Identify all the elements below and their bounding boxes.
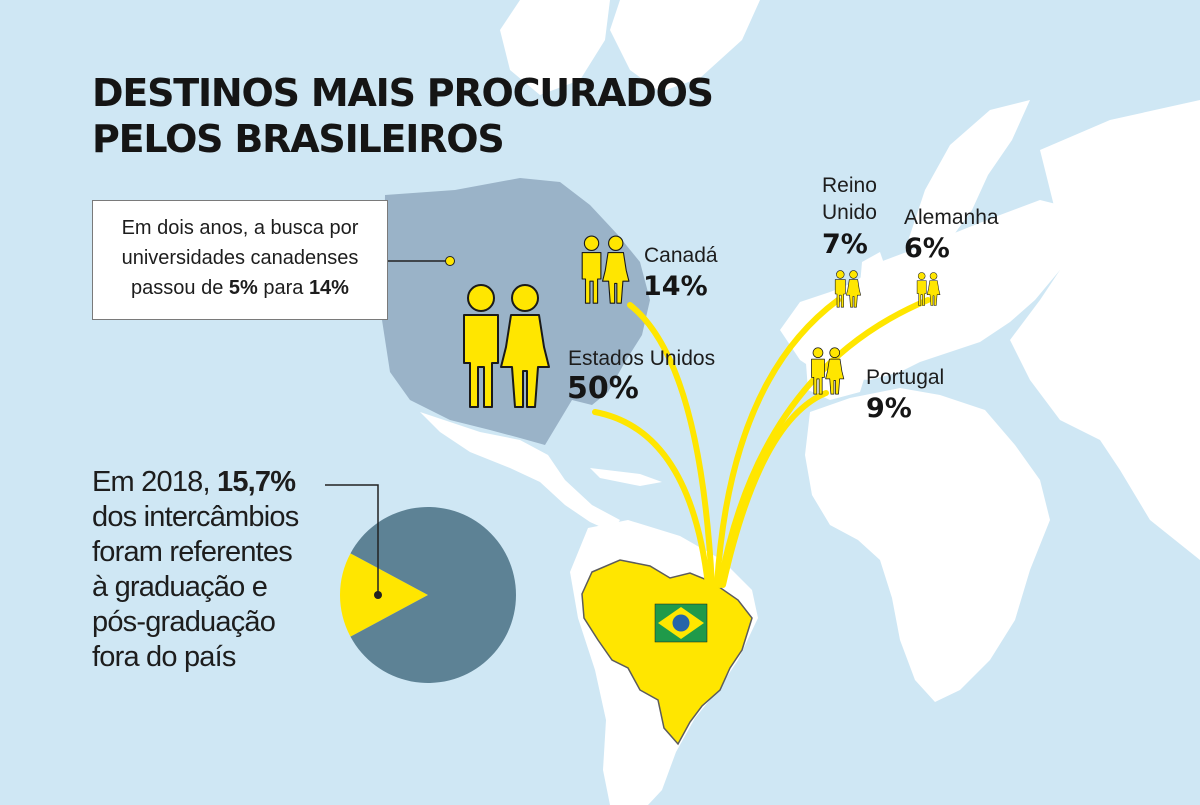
reino-unido-label-1: Reino xyxy=(822,174,877,197)
greenland xyxy=(610,0,760,92)
portugal-label: Portugal xyxy=(866,366,945,389)
note-line-2: universidades canadenses xyxy=(121,247,359,269)
british-isles xyxy=(860,252,888,306)
pie-slice-other xyxy=(350,507,516,683)
arctic-canada xyxy=(500,0,610,95)
stat-line-5: pós-graduação xyxy=(92,606,276,638)
canada-people-icon xyxy=(581,235,630,304)
line-portugal xyxy=(720,390,829,588)
note-pointer-dot xyxy=(445,256,455,266)
stat-prefix: Em 2018, xyxy=(92,466,217,498)
infographic-title: DESTINOS MAIS PROCURADOS PELOS BRASILEIR… xyxy=(92,70,714,162)
person-pair-icon xyxy=(463,235,941,408)
portugal-value: 9% xyxy=(866,393,912,424)
eua-value: 50% xyxy=(567,371,639,406)
eua-label: Estados Unidos xyxy=(568,347,716,370)
pie-chart xyxy=(340,507,516,683)
stat-line-3: foram referentes xyxy=(92,536,293,568)
note-from-value: 5% xyxy=(228,277,258,299)
canada-note-box: Em dois anos, a busca por universidades … xyxy=(92,200,388,320)
connection-lines xyxy=(592,297,931,588)
asia xyxy=(1010,100,1200,560)
note-mid: para xyxy=(257,277,309,299)
stat-line-2: dos intercâmbios xyxy=(92,501,299,533)
alemanha-people-icon xyxy=(916,272,941,306)
stat-line-4: à graduação e xyxy=(92,571,268,603)
brazil xyxy=(581,559,753,746)
canada-value: 14% xyxy=(643,271,708,302)
reino-unido-people-icon xyxy=(834,270,862,308)
alemanha-label: Alemanha xyxy=(904,206,999,229)
note-line-3-prefix: passou de xyxy=(131,277,229,299)
title-line-1: DESTINOS MAIS PROCURADOS xyxy=(92,71,714,115)
scandinavia xyxy=(905,100,1030,250)
eua-people-icon xyxy=(463,284,550,408)
reino-unido-label-2: Unido xyxy=(822,201,877,224)
alemanha-value: 6% xyxy=(904,233,950,264)
brazil-flag-icon xyxy=(654,603,708,643)
stat-value: 15,7% xyxy=(217,466,296,498)
line-alemanha xyxy=(717,297,931,588)
note-to-value: 14% xyxy=(308,277,349,299)
stat-line-6: fora do país xyxy=(92,641,236,673)
stat-pointer xyxy=(325,484,379,592)
line-eua xyxy=(592,409,711,588)
note-line-1: Em dois anos, a busca por xyxy=(121,217,359,239)
line-reino-unido xyxy=(714,297,841,588)
caribbean xyxy=(590,468,662,486)
canada-label: Canadá xyxy=(644,244,718,267)
north-america xyxy=(382,178,650,445)
title-line-2: PELOS BRASILEIROS xyxy=(92,117,505,161)
portugal-people-icon xyxy=(811,347,845,395)
line-canada xyxy=(627,302,715,588)
central-america xyxy=(420,412,620,532)
reino-unido-value: 7% xyxy=(822,229,868,260)
africa xyxy=(805,388,1050,702)
graduation-stat-text: Em 2018, 15,7% dos intercâmbios foram re… xyxy=(92,465,342,675)
pie-slice-graduation xyxy=(340,553,428,637)
stat-pointer-dot xyxy=(374,591,382,599)
